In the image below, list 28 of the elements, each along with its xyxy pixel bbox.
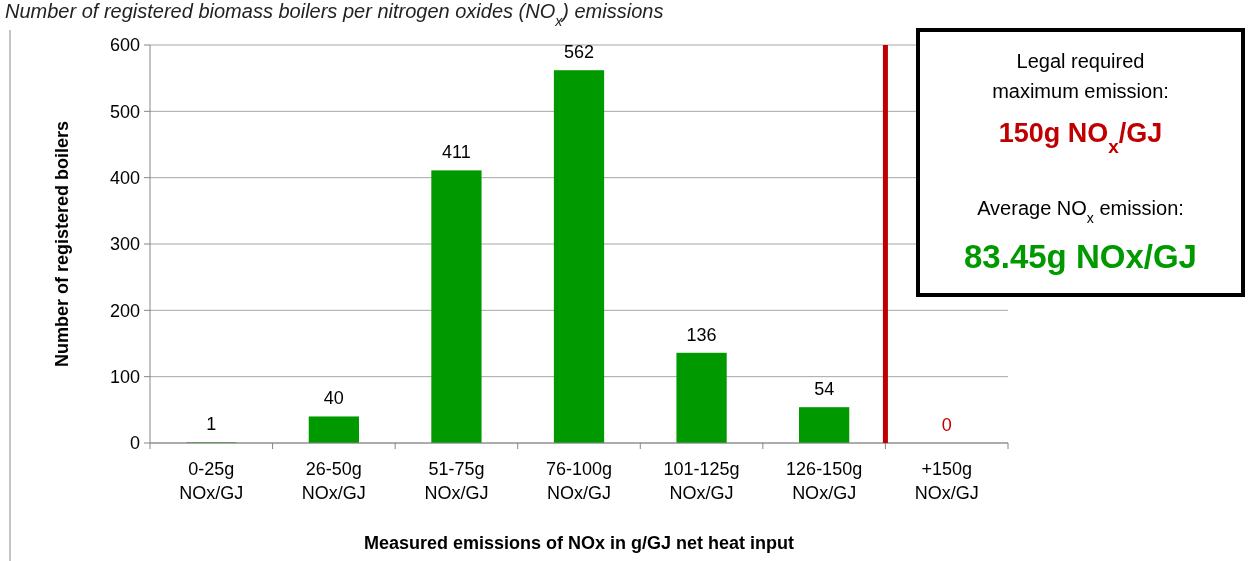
y-tick-label: 600 xyxy=(109,35,140,56)
x-tick-label: 26-50g NOx/GJ xyxy=(301,459,366,503)
x-axis-title: Measured emissions of NOx in g/GJ net heat input xyxy=(363,533,795,553)
data-label: 1 xyxy=(206,414,217,435)
y-tick-label: 400 xyxy=(109,167,140,188)
x-tick-label: 126-150g NOx/GJ xyxy=(786,459,863,503)
x-tick-label: 51-75g NOx/GJ xyxy=(424,459,489,503)
data-label: 562 xyxy=(563,42,595,63)
y-tick-label: 200 xyxy=(109,300,140,321)
annotation: 83.45g NOx/GJ xyxy=(964,238,1197,275)
y-tick-label: 500 xyxy=(109,101,140,122)
data-label: 0 xyxy=(941,415,952,435)
chart-title: Number of registered biomass boilers per nitrogen oxides (NO$_{x}$) emissions xyxy=(5,0,664,29)
y-tick-label: 100 xyxy=(109,366,140,387)
data-label: 54 xyxy=(814,379,835,400)
y-axis-title: Number of registered boilers xyxy=(52,120,72,368)
annotation: Average NO$_{x}$ emission: xyxy=(977,197,1184,226)
x-tick-label: 101-125g NOx/GJ xyxy=(663,459,740,503)
data-label: 411 xyxy=(442,142,471,163)
data-label: 136 xyxy=(686,324,717,345)
y-tick-label: 0 xyxy=(129,433,140,454)
data-label: 40 xyxy=(323,388,344,409)
annotation: 150g NO$_{x}$/GJ xyxy=(998,118,1163,157)
annotation: Legal required maximum emission: xyxy=(992,50,1169,102)
x-tick-label: 76-100g NOx/GJ xyxy=(545,459,613,503)
x-tick-label: +150g NOx/GJ xyxy=(914,459,979,503)
y-tick-label: 300 xyxy=(109,234,140,255)
x-tick-label: 0-25g NOx/GJ xyxy=(179,459,244,503)
